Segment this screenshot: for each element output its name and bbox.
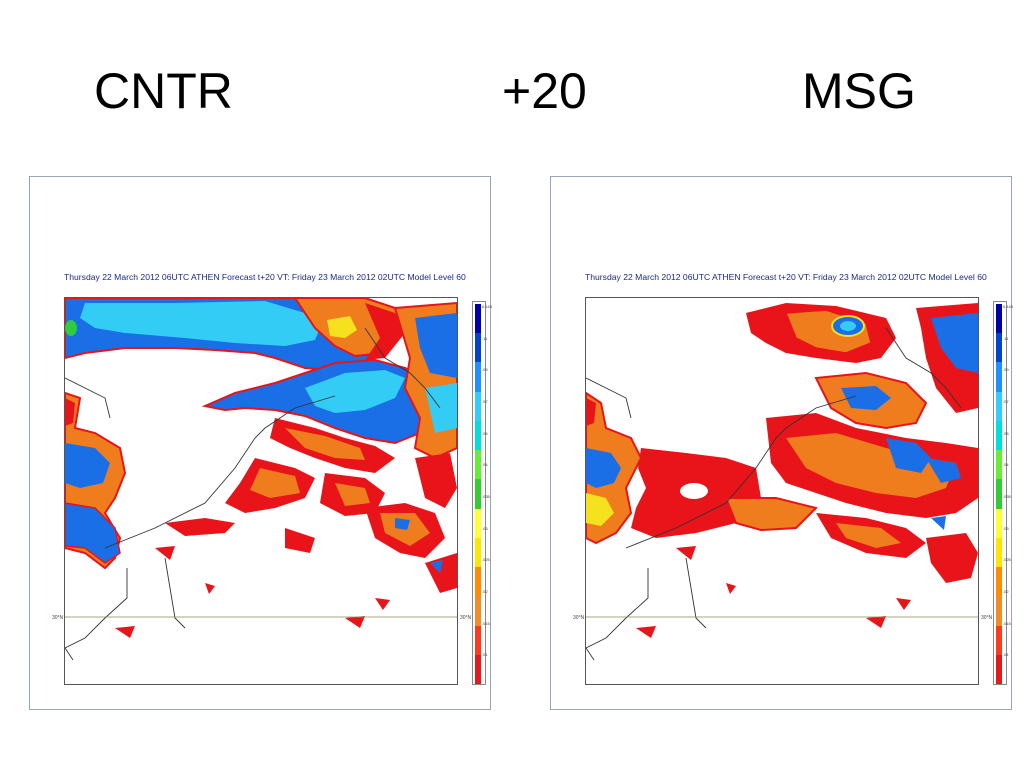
colorbar-segment	[475, 333, 481, 363]
heading-cntr: CNTR	[94, 63, 233, 119]
colorbar-tick: .01	[1003, 652, 1009, 658]
colorbar-segment	[996, 420, 1002, 451]
colorbar-segment	[475, 508, 481, 538]
heading-lead-time: +20	[502, 63, 587, 119]
colorbar-tick: .02	[1003, 589, 1009, 594]
latitude-label-right: 30°N	[981, 615, 993, 621]
colorbar-tick: .025	[482, 557, 490, 563]
colorbar-tick: .09	[482, 367, 488, 373]
heading-msg: MSG	[802, 63, 916, 119]
panel-caption: Thursday 22 March 2012 06UTC ATHEN Forec…	[64, 272, 466, 282]
colorbar-tick: 0.145	[1003, 304, 1014, 309]
colorbar-segment	[475, 596, 481, 626]
colorbar: 0.145 .11 .09 .07 .05 .04 .035 .03 .025 .02 .015 .0…	[472, 301, 492, 685]
colorbar-tick: .04	[482, 462, 488, 468]
colorbar-segment	[475, 537, 481, 568]
colorbar-segment	[996, 391, 1002, 421]
colorbar-tick: .05	[1003, 430, 1009, 436]
colorbar-tick: .11	[482, 335, 488, 341]
latitude-label-left: 30°N	[52, 615, 64, 621]
colorbar-tick: .03	[1003, 525, 1009, 531]
colorbar-tick: .015	[1003, 620, 1011, 626]
colorbar-tick: .025	[1003, 557, 1011, 563]
colorbar-segment	[996, 333, 1002, 363]
latitude-label-right: 30°N	[460, 615, 472, 621]
yellow-spot-upper	[327, 316, 357, 338]
colorbar-segment	[996, 362, 1002, 392]
panel-caption: Thursday 22 March 2012 06UTC ATHEN Forec…	[585, 272, 987, 282]
colorbar-segment	[475, 304, 481, 334]
colorbar-segment	[475, 450, 481, 480]
colorbar-tick: .09	[1003, 367, 1009, 373]
colorbar-segment	[996, 508, 1002, 538]
colorbar-segment	[996, 625, 1002, 655]
colorbar-segment	[475, 391, 481, 421]
colorbar-tick: .04	[1003, 462, 1009, 468]
colorbar-segment	[996, 567, 1002, 597]
colorbar-tick: .11	[1003, 335, 1009, 341]
colorbar-segment	[475, 567, 481, 597]
colorbar-segment	[475, 362, 481, 392]
map-drawing	[65, 298, 457, 661]
colorbar-tick: .02	[482, 589, 488, 594]
colorbar-tick: .015	[482, 620, 490, 626]
orange-patches	[786, 433, 956, 548]
colorbar-tick: 0.145	[482, 304, 493, 309]
colorbar-segment	[996, 654, 1002, 684]
colorbar-segment	[996, 450, 1002, 480]
colorbar: 0.145 .11 .09 .07 .05 .04 .035 .03 .025 .02 .015 .0…	[993, 301, 1013, 685]
map-drawing	[586, 303, 978, 661]
latitude-label-left: 30°N	[573, 615, 585, 621]
colorbar-segment	[996, 537, 1002, 568]
colorbar-tick: .01	[482, 652, 488, 658]
colorbar-tick: .035	[1003, 494, 1011, 499]
colorbar-segment	[475, 625, 481, 655]
satellite-map	[585, 297, 979, 685]
forecast-map	[64, 297, 458, 685]
colorbar-tick: .07	[1003, 399, 1009, 404]
red-rim-upper	[365, 303, 405, 360]
colorbar-segment	[996, 304, 1002, 334]
colorbar-segment	[996, 596, 1002, 626]
cloud-band-mid-core	[305, 370, 405, 413]
panel-cntr: Thursday 22 March 2012 06UTC ATHEN Forec…	[29, 176, 492, 710]
panel-msg: Thursday 22 March 2012 06UTC ATHEN Forec…	[550, 176, 1013, 710]
colorbar-tick: .05	[482, 430, 488, 436]
cloud-band-upper-core	[80, 301, 320, 346]
colorbar-segment	[475, 420, 481, 451]
colorbar-segment	[475, 654, 481, 684]
colorbar-tick: .07	[482, 399, 488, 404]
colorbar-segment	[475, 479, 481, 509]
colorbar-segment	[996, 479, 1002, 509]
colorbar-tick: .03	[482, 525, 488, 531]
colorbar-tick: .035	[482, 494, 490, 499]
